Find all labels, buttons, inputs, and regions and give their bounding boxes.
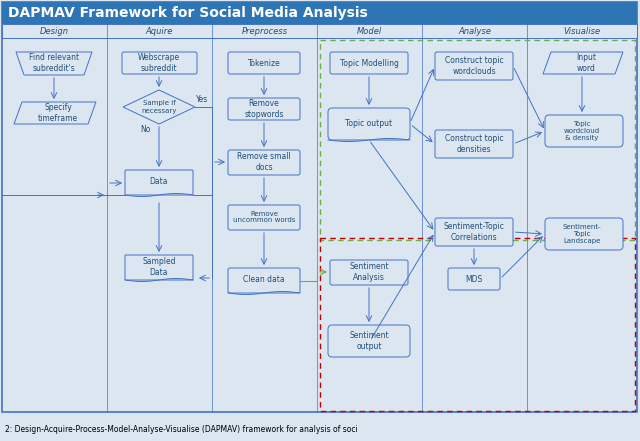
Text: Find relevant
subreddit's: Find relevant subreddit's xyxy=(29,53,79,73)
FancyBboxPatch shape xyxy=(2,2,637,412)
FancyBboxPatch shape xyxy=(122,52,197,74)
Text: Specify
timeframe: Specify timeframe xyxy=(38,103,78,123)
Text: Topic Modelling: Topic Modelling xyxy=(340,59,399,67)
Text: Analyse: Analyse xyxy=(458,26,491,35)
Text: Yes: Yes xyxy=(196,96,208,105)
FancyBboxPatch shape xyxy=(125,170,193,195)
Polygon shape xyxy=(123,90,195,124)
Text: Sampled
Data: Sampled Data xyxy=(142,257,176,277)
FancyBboxPatch shape xyxy=(228,150,300,175)
Text: Design: Design xyxy=(40,26,69,35)
Text: Sample if
necessary: Sample if necessary xyxy=(141,101,177,113)
FancyBboxPatch shape xyxy=(545,115,623,147)
Text: Webscrape
subreddit: Webscrape subreddit xyxy=(138,53,180,73)
Bar xyxy=(320,238,635,411)
Polygon shape xyxy=(16,52,92,75)
FancyBboxPatch shape xyxy=(448,268,500,290)
FancyBboxPatch shape xyxy=(2,2,637,24)
Text: Data: Data xyxy=(150,177,168,187)
Text: Topic output: Topic output xyxy=(346,119,392,127)
Text: Sentiment
Analysis: Sentiment Analysis xyxy=(349,262,389,282)
FancyBboxPatch shape xyxy=(228,205,300,230)
Text: Construct topic
wordclouds: Construct topic wordclouds xyxy=(445,56,503,76)
FancyBboxPatch shape xyxy=(435,52,513,80)
Text: Preprocess: Preprocess xyxy=(241,26,287,35)
FancyBboxPatch shape xyxy=(435,130,513,158)
Text: Topic
wordcloud
& density: Topic wordcloud & density xyxy=(564,121,600,141)
Text: Visualise: Visualise xyxy=(563,26,600,35)
FancyBboxPatch shape xyxy=(125,255,193,280)
FancyBboxPatch shape xyxy=(228,52,300,74)
Text: Remove
stopwords: Remove stopwords xyxy=(244,99,284,119)
Text: Input
word: Input word xyxy=(576,53,596,73)
FancyBboxPatch shape xyxy=(435,218,513,246)
Text: Model: Model xyxy=(357,26,382,35)
Text: Remove small
docs: Remove small docs xyxy=(237,152,291,172)
FancyBboxPatch shape xyxy=(228,98,300,120)
Text: Tokenize: Tokenize xyxy=(248,59,280,67)
FancyBboxPatch shape xyxy=(228,268,300,293)
FancyBboxPatch shape xyxy=(330,52,408,74)
Text: Clean data: Clean data xyxy=(243,276,285,284)
Polygon shape xyxy=(14,102,96,124)
Text: Aquire: Aquire xyxy=(146,26,173,35)
Text: MDS: MDS xyxy=(465,274,483,284)
Bar xyxy=(320,40,635,240)
Text: Sentiment-
Topic
Landscape: Sentiment- Topic Landscape xyxy=(563,224,602,244)
Text: Sentiment-Topic
Correlations: Sentiment-Topic Correlations xyxy=(444,222,504,242)
FancyBboxPatch shape xyxy=(328,325,410,357)
FancyBboxPatch shape xyxy=(545,218,623,250)
Polygon shape xyxy=(543,52,623,74)
Text: No: No xyxy=(140,126,150,135)
Text: Construct topic
densities: Construct topic densities xyxy=(445,135,503,154)
Text: Remove
uncommon words: Remove uncommon words xyxy=(233,210,295,224)
FancyBboxPatch shape xyxy=(328,108,410,140)
FancyBboxPatch shape xyxy=(330,260,408,285)
FancyBboxPatch shape xyxy=(2,24,637,38)
Text: 2: Design-Acquire-Process-Model-Analyse-Visualise (DAPMAV) framework for analysi: 2: Design-Acquire-Process-Model-Analyse-… xyxy=(5,426,358,434)
Text: DAPMAV Framework for Social Media Analysis: DAPMAV Framework for Social Media Analys… xyxy=(8,6,368,20)
Text: Sentiment
output: Sentiment output xyxy=(349,331,389,351)
